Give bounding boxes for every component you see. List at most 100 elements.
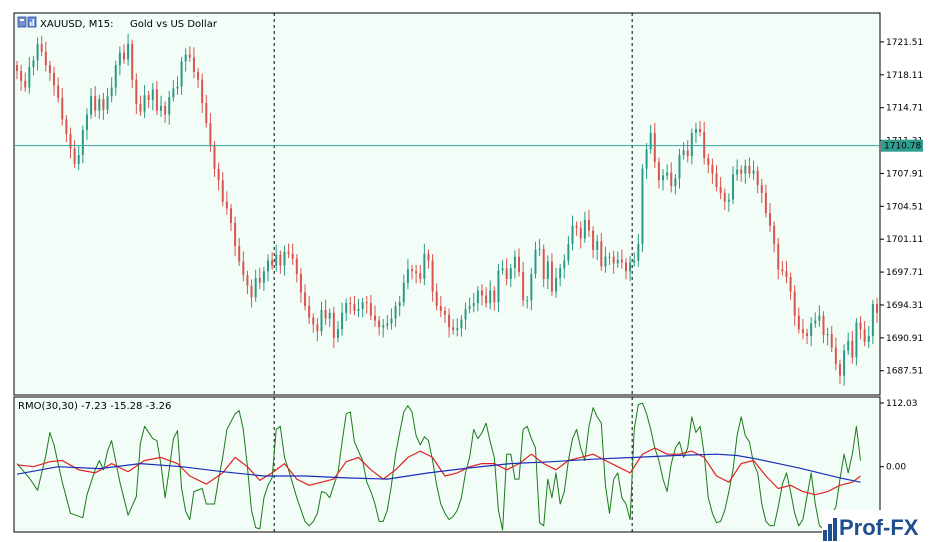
candle-body <box>234 222 237 247</box>
candle-body <box>497 270 500 303</box>
candle-body <box>600 241 603 267</box>
candle-body <box>258 277 261 283</box>
candle-body <box>386 323 389 326</box>
y-tick-label: 1701.11 <box>886 235 923 245</box>
candle-body <box>118 52 121 66</box>
candle-body <box>176 86 179 89</box>
candle-body <box>555 277 558 292</box>
candle-body <box>637 244 640 261</box>
candle-body <box>147 95 150 101</box>
candle-body <box>620 259 623 263</box>
logo-background <box>822 510 946 542</box>
candle-body <box>106 96 109 110</box>
candle-body <box>867 336 870 342</box>
candle-body <box>550 261 553 292</box>
period-separators <box>273 13 633 395</box>
candle-body <box>267 260 270 272</box>
candle-body <box>859 322 862 330</box>
candle-body <box>225 201 228 209</box>
candle-body <box>28 67 31 88</box>
candle-body <box>398 302 401 307</box>
candle-body <box>373 315 376 321</box>
candle-body <box>349 303 352 305</box>
logo-text: Prof-FX <box>839 515 919 540</box>
candle-body <box>464 308 467 320</box>
candle-body <box>32 60 35 68</box>
candle-body <box>670 172 673 187</box>
candle-body <box>781 269 784 272</box>
candle-body <box>480 290 483 296</box>
candle-body <box>806 333 809 337</box>
candle-body <box>707 158 710 165</box>
candle-body <box>645 149 648 169</box>
candle-body <box>155 89 158 111</box>
candle-body <box>830 334 833 348</box>
candle-body <box>336 329 339 338</box>
candle-body <box>81 130 84 156</box>
candle-body <box>843 350 846 376</box>
candle-body <box>485 295 488 304</box>
candle-body <box>201 79 204 103</box>
candle-body <box>526 300 529 302</box>
candle-body <box>168 97 171 115</box>
candle-body <box>262 271 265 283</box>
candle-body <box>122 52 125 60</box>
candle-body <box>443 310 446 315</box>
candle-body <box>748 165 751 174</box>
oscillator-y-axis: 112.03 0.00 <box>880 399 918 473</box>
candle-body <box>20 71 23 81</box>
main-price-panel[interactable]: 1721.511718.111714.711711.311707.911704.… <box>13 12 923 396</box>
candle-body <box>246 275 249 286</box>
candle-body <box>764 192 767 214</box>
y-tick-label: 1687.51 <box>886 367 923 377</box>
candle-body <box>205 102 208 124</box>
candle-body <box>838 364 841 376</box>
candle-body <box>192 57 195 72</box>
y-tick-label: 1707.91 <box>886 169 923 179</box>
candle-body <box>439 306 442 311</box>
candle-body <box>760 185 763 193</box>
candle-body <box>316 324 319 332</box>
oscillator-panel[interactable]: 112.03 0.00 RMO(30,30) -7.23 -15.28 -3.26 <box>13 396 918 533</box>
prof-fx-logo-icon <box>823 518 837 541</box>
candle-body <box>217 168 220 181</box>
candle-body <box>789 277 792 292</box>
candle-body <box>752 170 755 174</box>
chart-window-icon <box>17 16 27 28</box>
candle-body <box>612 256 615 264</box>
candle-body <box>534 249 537 275</box>
candle-body <box>567 244 570 261</box>
candle-body <box>793 291 796 316</box>
candle-body <box>493 290 496 303</box>
candle-body <box>863 329 866 342</box>
candle-body <box>254 277 257 298</box>
candle-body <box>139 103 142 112</box>
candle-body <box>151 89 154 101</box>
chart-bars-icon-detail <box>32 19 34 26</box>
candle-body <box>686 150 689 157</box>
candle-body <box>633 260 636 263</box>
candle-body <box>501 268 504 271</box>
candle-body <box>711 164 714 174</box>
candle-body <box>295 258 298 275</box>
candle-body <box>662 175 665 181</box>
candle-body <box>452 327 455 331</box>
candle-body <box>530 274 533 301</box>
candle-body <box>209 123 212 146</box>
candle-body <box>777 244 780 270</box>
candle-body <box>390 318 393 324</box>
candle-body <box>419 273 422 279</box>
y-tick-label: 1697.71 <box>886 268 923 278</box>
candle-body <box>114 65 117 88</box>
chart-bars-icon <box>27 16 37 28</box>
symbol-label: XAUUSD, M15: <box>40 19 113 30</box>
candle-body <box>608 256 611 258</box>
candle-body <box>361 302 364 309</box>
candle-body <box>674 178 677 187</box>
candle-body <box>312 317 315 325</box>
chart-title: XAUUSD, M15: Gold vs US Dollar <box>17 16 218 30</box>
candle-body <box>546 261 549 279</box>
candle-body <box>324 309 327 319</box>
current-price-tag <box>881 139 923 152</box>
